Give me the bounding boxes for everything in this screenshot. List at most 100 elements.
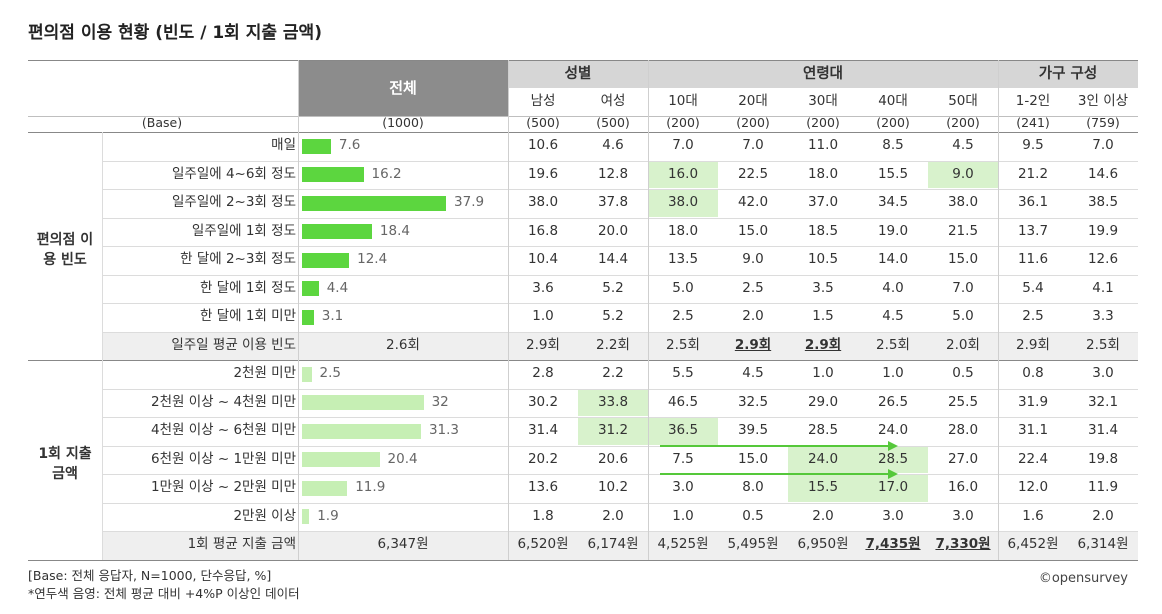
cell-value: 3.0 [672, 479, 694, 496]
summary-row-bg [102, 331, 1138, 360]
highlight-cell [648, 418, 718, 445]
cell-value: 5.2 [602, 308, 624, 325]
summary-value: 2.5회 [1086, 336, 1120, 353]
row-rule [102, 474, 1138, 475]
total-bar-label: 18.4 [379, 222, 410, 239]
cell-value: 10.2 [597, 479, 629, 496]
cell-value: 12.6 [1087, 251, 1119, 268]
cell-value: 11.0 [807, 137, 839, 154]
cell-value: 5.5 [672, 365, 694, 382]
cell-value: 15.5 [877, 165, 909, 182]
row-rule [102, 388, 1138, 390]
row-rule [102, 502, 1138, 504]
cell-value: 37.8 [597, 194, 629, 211]
cell-value: 2.0 [812, 507, 834, 524]
total-bar [302, 195, 447, 211]
total-bar [302, 224, 372, 240]
cell-value: 4.5 [882, 308, 904, 325]
cell-value: 9.5 [1022, 137, 1044, 154]
cell-value: 19.9 [1087, 222, 1119, 239]
cell-value: 32.1 [1087, 393, 1119, 410]
cell-value: 5.4 [1022, 279, 1044, 296]
summary-value: 2.9회 [734, 336, 772, 353]
cell-value: 1.5 [812, 308, 834, 325]
cell-value: 38.5 [1087, 194, 1119, 211]
cell-value: 28.5 [807, 422, 839, 439]
cell-value: 38.0 [667, 194, 699, 211]
summary-value: 6,314원 [1077, 536, 1129, 553]
cell-value: 14.4 [597, 251, 629, 268]
cell-value: 18.0 [667, 222, 699, 239]
cell-value: 3.0 [1092, 365, 1114, 382]
summary-value: 6,452원 [1007, 536, 1059, 553]
summary-total: 2.6회 [386, 336, 420, 353]
cell-value: 14.6 [1087, 165, 1119, 182]
cell-value: 2.5 [742, 279, 764, 296]
row-rule [102, 217, 1138, 219]
cell-value: 0.5 [742, 507, 764, 524]
cell-value: 3.3 [1092, 308, 1114, 325]
summary-value: 2.9회 [1016, 336, 1050, 353]
cell-value: 14.0 [877, 251, 909, 268]
cell-value: 8.5 [882, 137, 904, 154]
cell-value: 9.0 [952, 165, 974, 182]
base-value: (1000) [382, 115, 424, 130]
summary-row-bg [102, 531, 1138, 560]
header-subcol: 1-2인 [1015, 93, 1051, 109]
cell-value: 31.1 [1017, 422, 1049, 439]
cell-value: 1.8 [532, 507, 554, 524]
row-rule [102, 303, 1138, 304]
summary-value: 2.5회 [876, 336, 910, 353]
row-label: 일주일에 2~3회 정도 [171, 194, 296, 211]
section-label: 1회 지출 금액 [38, 445, 92, 482]
cell-value: 2.8 [532, 365, 554, 382]
cell-value: 37.0 [807, 194, 839, 211]
cell-value: 12.0 [1017, 479, 1049, 496]
cell-value: 28.0 [947, 422, 979, 439]
cell-value: 10.4 [527, 251, 559, 268]
total-bar-label: 3.1 [321, 308, 344, 325]
cell-value: 4.5 [742, 365, 764, 382]
row-rule [102, 274, 1138, 276]
row-label: 매일 [271, 137, 296, 154]
header-total-cell [298, 60, 508, 116]
cell-value: 3.6 [532, 279, 554, 296]
base-value: (241) [1016, 115, 1050, 130]
cell-value: 0.8 [1022, 365, 1044, 382]
total-bar [302, 167, 364, 183]
cell-value: 20.2 [527, 450, 559, 467]
cell-value: 1.0 [672, 507, 694, 524]
header-subcol: 20대 [738, 93, 768, 109]
cell-value: 16.0 [947, 479, 979, 496]
total-bar [302, 423, 421, 439]
cell-value: 13.7 [1017, 222, 1049, 239]
row-rule [28, 360, 1138, 361]
total-bar-label: 20.4 [387, 450, 418, 467]
cell-value: 21.2 [1017, 165, 1049, 182]
cell-value: 1.0 [812, 365, 834, 382]
summary-value: 6,520원 [517, 536, 569, 553]
cell-value: 15.0 [947, 251, 979, 268]
cell-value: 19.0 [877, 222, 909, 239]
cell-value: 2.0 [602, 507, 624, 524]
base-value: (200) [736, 115, 770, 130]
cell-value: 28.5 [877, 450, 909, 467]
total-bar-label: 32 [431, 393, 449, 410]
cell-value: 12.8 [597, 165, 629, 182]
cell-value: 1.0 [882, 365, 904, 382]
cell-value: 32.5 [737, 393, 769, 410]
row-rule [102, 445, 1138, 447]
cell-value: 2.5 [1022, 308, 1044, 325]
cell-value: 33.8 [597, 393, 629, 410]
summary-value: 6,950원 [797, 536, 849, 553]
row-label: 한 달에 2~3회 정도 [180, 251, 296, 268]
cell-value: 1.0 [532, 308, 554, 325]
group-divider [648, 60, 649, 560]
total-bar-label: 37.9 [454, 194, 485, 211]
total-bar [302, 138, 331, 154]
row-label: 2천원 이상 ~ 4천원 미만 [150, 393, 296, 410]
cell-value: 22.5 [737, 165, 769, 182]
group-divider [998, 60, 999, 560]
row-rule [102, 246, 1138, 247]
base-value: (200) [666, 115, 700, 130]
